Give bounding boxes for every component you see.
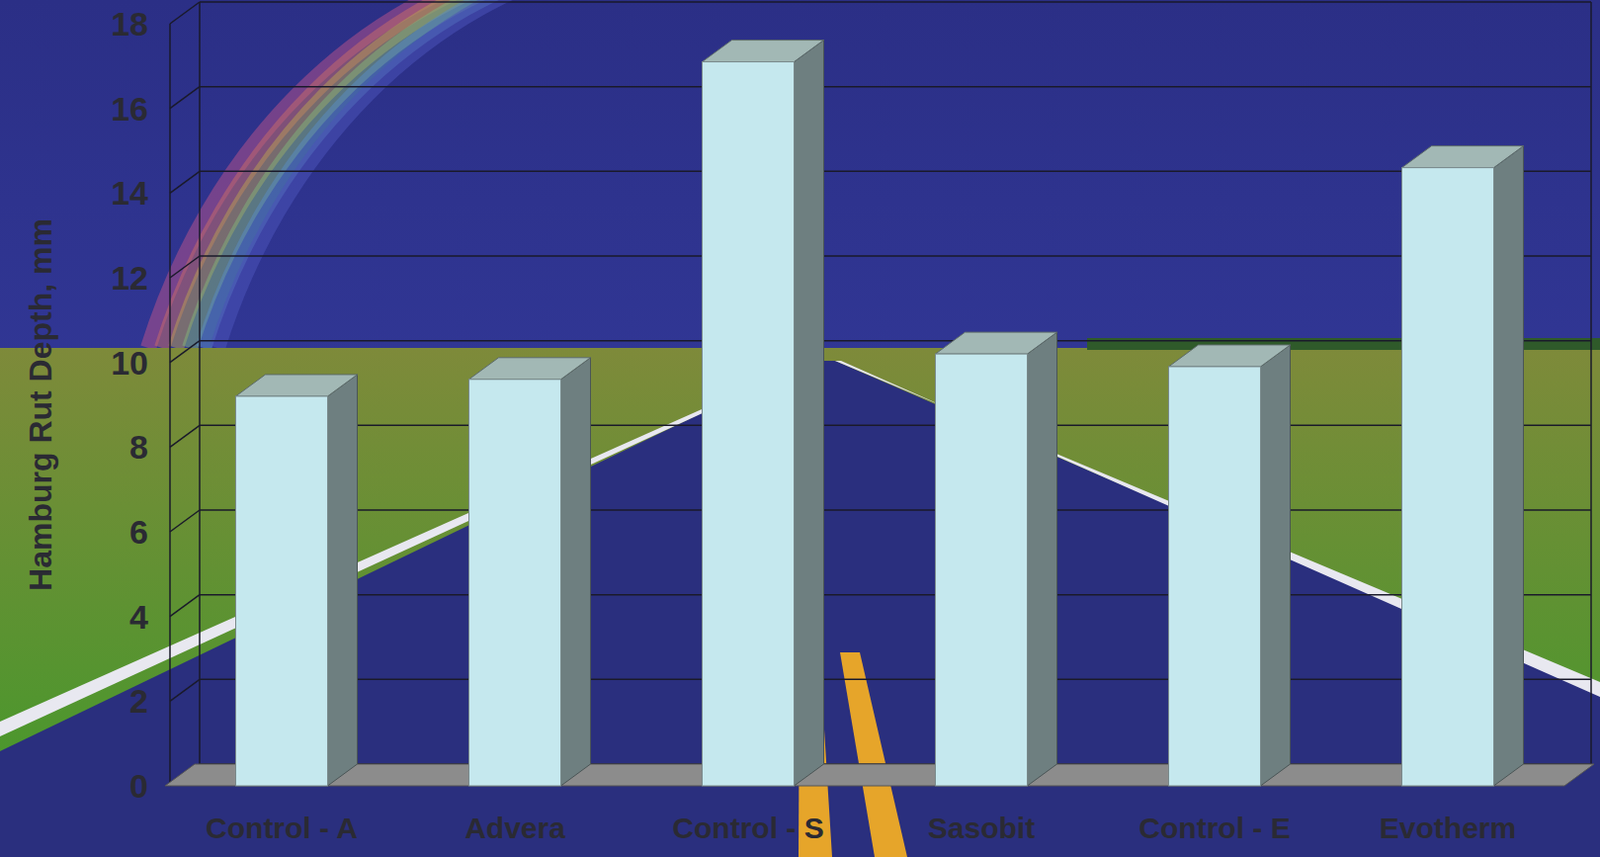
tick-mark [169, 1, 200, 24]
bar-top [1169, 344, 1291, 367]
chart: 0 2 4 6 8 10 12 14 16 18 Control - A Advera Control … [0, 0, 1600, 857]
grid-line [199, 508, 1592, 511]
rainbow-band [203, 0, 590, 348]
floor [165, 763, 1595, 786]
category-label: Control - S [672, 811, 824, 844]
tick-mark [169, 255, 200, 278]
grid-line [199, 593, 1592, 596]
tick-mark [169, 424, 200, 447]
tick-label: 10 [110, 343, 149, 382]
bars [236, 40, 1524, 786]
grid-line [199, 254, 1592, 257]
grid-line [199, 678, 1592, 681]
tick-label: 2 [129, 681, 149, 720]
center-line [840, 652, 908, 857]
tick-label: 18 [110, 4, 149, 43]
tick-label: 12 [110, 258, 149, 297]
tick-mark [169, 340, 200, 363]
rainbow-band [189, 0, 576, 348]
grid-line [199, 170, 1592, 173]
tick-mark [169, 678, 200, 701]
tick-label: 4 [129, 597, 149, 636]
bar-side [561, 357, 591, 786]
category-label: Control - E [1138, 811, 1290, 844]
bar-side [794, 40, 825, 786]
tick-mark [169, 509, 200, 532]
bar-top [469, 357, 591, 380]
bar-top [1402, 146, 1524, 169]
tick-mark [169, 594, 200, 617]
bar-top [935, 332, 1058, 354]
tick-label: 14 [110, 173, 149, 212]
grid-line [199, 339, 1592, 342]
grid-line [199, 424, 1592, 427]
category-label: Evotherm [1379, 811, 1516, 844]
bar [469, 379, 562, 786]
tick-label: 8 [129, 427, 149, 466]
tick-label: 16 [110, 89, 149, 128]
y-axis [168, 23, 171, 786]
category-label: Control - A [205, 811, 358, 844]
tick-mark [169, 86, 200, 109]
bar-side [1027, 332, 1058, 786]
category-label: Sasobit [927, 811, 1035, 844]
back-axis [198, 1, 201, 764]
bar-top [702, 40, 825, 63]
rainbow-band [217, 0, 603, 348]
tick-mark [169, 170, 200, 193]
bar [935, 353, 1028, 786]
sky [0, 0, 1600, 857]
tick-label: 0 [129, 766, 149, 805]
bar [1402, 168, 1495, 786]
grid-line [199, 85, 1592, 88]
bar-top [236, 374, 358, 397]
bar-side [1494, 146, 1524, 786]
bar-side [328, 374, 358, 786]
category-label: Advera [464, 811, 566, 844]
y-axis-label: Hamburg Rut Depth, mm [22, 218, 59, 591]
grid-line [199, 0, 1592, 3]
bar [702, 62, 795, 786]
bar [236, 396, 329, 786]
bar [1169, 366, 1262, 786]
tick-label: 6 [129, 512, 149, 551]
right-frame [1590, 1, 1593, 764]
bar-side [1261, 344, 1291, 786]
